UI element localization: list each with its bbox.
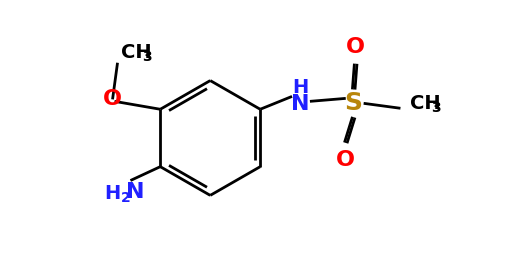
Text: CH: CH xyxy=(411,94,441,113)
Text: 3: 3 xyxy=(142,50,152,64)
Text: 2: 2 xyxy=(121,191,131,205)
Text: CH: CH xyxy=(120,43,151,62)
Text: O: O xyxy=(336,150,355,170)
Text: O: O xyxy=(103,89,122,109)
Text: 3: 3 xyxy=(431,101,441,115)
Text: N: N xyxy=(126,183,145,202)
Text: H: H xyxy=(292,78,308,97)
Text: O: O xyxy=(346,37,365,57)
Text: H: H xyxy=(104,184,121,203)
Text: S: S xyxy=(345,91,362,115)
Text: N: N xyxy=(291,94,309,114)
